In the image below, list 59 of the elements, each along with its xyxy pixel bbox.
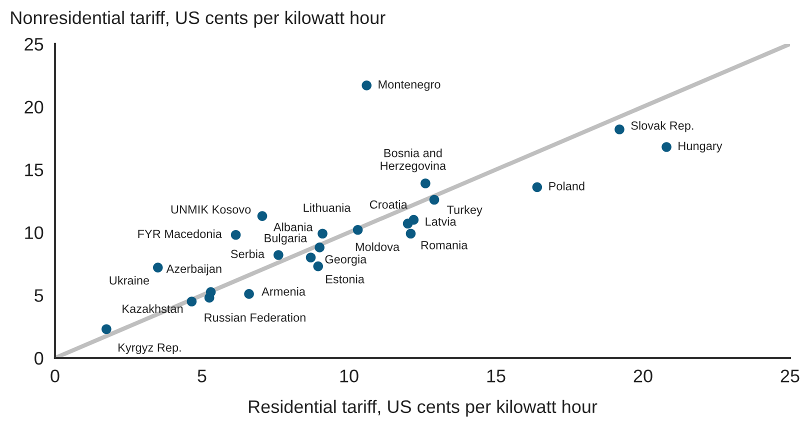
point	[662, 142, 672, 152]
y-tick-label: 20	[24, 100, 44, 114]
point	[152, 262, 163, 272]
annotation: Turkey	[447, 205, 482, 216]
y-tick-label: 5	[34, 289, 44, 302]
point	[230, 230, 241, 240]
point	[406, 228, 416, 239]
annotation: Bosnia and Herzegovina	[380, 148, 446, 172]
point	[420, 178, 430, 188]
point	[257, 211, 268, 221]
y-tick-label: 0	[34, 352, 44, 365]
annotation: Hungary	[678, 142, 722, 152]
point	[402, 218, 413, 229]
annotation: Slovak Rep.	[631, 121, 694, 132]
point	[244, 289, 254, 299]
point	[532, 182, 542, 192]
annotation: Ukraine	[110, 276, 150, 285]
y-tick-label: 15	[25, 164, 44, 176]
y-tick-label: 10	[25, 226, 44, 240]
point	[352, 224, 363, 235]
x-axis-title: Residential tariff, US cents per kilowatt hour	[249, 400, 598, 417]
point	[274, 250, 284, 260]
x-tick-label: 20	[634, 370, 652, 382]
annotation: Poland	[549, 182, 584, 190]
point	[306, 252, 316, 262]
x-tick-label: 5	[198, 370, 206, 382]
annotation: Romania	[421, 240, 468, 250]
annotation: Georgia	[325, 254, 367, 266]
point	[318, 228, 328, 239]
annotation: Armenia	[262, 287, 306, 296]
annotation: Lithuania	[304, 203, 351, 212]
x-tick-label: 25	[780, 370, 800, 382]
point	[313, 261, 324, 272]
annotation: Montenegro	[378, 80, 440, 91]
point	[102, 324, 112, 334]
annotation: Azerbaijan	[166, 264, 222, 276]
annotation: Kyrgyz Rep.	[118, 343, 181, 354]
x-tick-label: 0	[50, 370, 60, 382]
point	[362, 80, 372, 90]
annotation: Croatia	[370, 200, 408, 209]
point	[206, 287, 216, 297]
annotation: Russian Federation	[204, 313, 306, 322]
annotation: Moldova	[356, 242, 400, 252]
annotation: FYR Macedonia	[138, 229, 222, 238]
annotation: UNMIK Kosovo	[171, 205, 251, 214]
point	[429, 194, 440, 205]
point	[314, 242, 325, 252]
point	[186, 296, 197, 306]
y-tick-label: 25	[24, 38, 44, 51]
annotation: Albania	[273, 222, 313, 232]
point	[614, 124, 624, 134]
x-tick-label: 15	[487, 370, 506, 382]
y-axis-title: Nonresidential tariff, US cents per kilowatt hour	[11, 10, 386, 28]
annotation: Latvia	[426, 217, 456, 226]
x-tick-label: 10	[340, 370, 358, 382]
annotation: Serbia	[230, 249, 265, 258]
annotation: Estonia	[326, 274, 364, 284]
annotation: Bulgaria	[264, 234, 308, 245]
annotation: Kazakhstan	[122, 304, 183, 313]
